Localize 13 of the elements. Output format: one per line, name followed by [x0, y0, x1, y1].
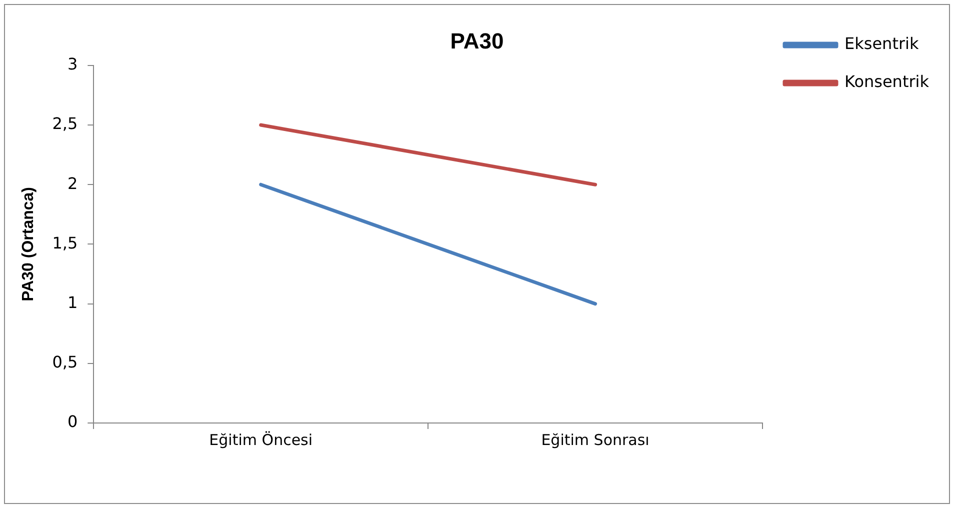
- y-tick-label: 3: [67, 54, 78, 74]
- legend-label: Konsentrik: [844, 72, 930, 92]
- y-tick-label: 2,5: [52, 114, 78, 134]
- y-axis-title: PA30 (Ortanca): [20, 186, 38, 302]
- y-tick-label: 0: [67, 412, 78, 432]
- y-tick-label: 1: [67, 292, 78, 312]
- x-tick-label: Eğitim Öncesi: [209, 430, 313, 449]
- y-tick-label: 2: [67, 174, 78, 193]
- legend-label: Eksentrik: [844, 34, 920, 54]
- y-tick-label: 0,5: [52, 352, 78, 372]
- chart-title: PA30: [450, 28, 504, 54]
- y-tick-label: 1,5: [52, 233, 78, 252]
- x-tick-label: Eğitim Sonrası: [541, 430, 650, 449]
